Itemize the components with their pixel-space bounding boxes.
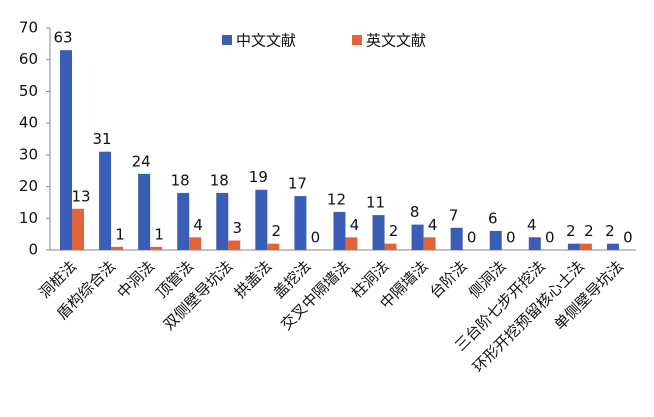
- bar: [606, 243, 619, 250]
- data-label: 4: [527, 216, 537, 234]
- data-label: 11: [366, 194, 385, 212]
- data-label: 8: [410, 203, 420, 221]
- data-label: 6: [488, 209, 498, 227]
- bar: [189, 237, 202, 250]
- x-tick-label: 中洞法: [114, 257, 159, 302]
- bar: [138, 173, 151, 250]
- bar: [216, 192, 229, 250]
- data-label: 2: [389, 222, 399, 240]
- data-label: 0: [545, 229, 555, 247]
- bar: [99, 151, 112, 250]
- bar: [528, 237, 541, 250]
- bar: [384, 243, 397, 250]
- bar: [255, 189, 268, 250]
- data-label: 0: [623, 229, 633, 247]
- data-label: 2: [584, 222, 594, 240]
- data-label: 4: [193, 216, 203, 234]
- data-label: 2: [272, 222, 282, 240]
- y-tick-label: 30: [19, 145, 38, 163]
- legend-label: 中文文献: [236, 32, 296, 50]
- data-label: 1: [154, 225, 164, 243]
- data-label: 4: [428, 216, 438, 234]
- bar: [177, 192, 190, 250]
- y-tick-label: 10: [19, 209, 38, 227]
- data-label: 24: [132, 152, 151, 170]
- bar: [267, 243, 280, 250]
- bar: [489, 230, 502, 250]
- data-label: 31: [93, 130, 112, 148]
- bar: [72, 208, 84, 250]
- x-tick-label: 拱盖法: [231, 257, 276, 302]
- y-tick-label: 70: [19, 19, 38, 37]
- bar: [60, 50, 72, 251]
- data-label: 2: [566, 222, 576, 240]
- data-label: 13: [71, 187, 90, 205]
- data-label: 0: [506, 229, 516, 247]
- legend-swatch: [222, 35, 232, 45]
- y-tick-label: 60: [19, 50, 38, 68]
- data-label: 3: [232, 219, 242, 237]
- legend-swatch: [352, 35, 362, 45]
- data-label: 18: [171, 171, 190, 189]
- y-tick-label: 0: [28, 241, 38, 259]
- y-tick-label: 40: [19, 114, 38, 132]
- bar: [228, 240, 241, 250]
- data-label: 7: [449, 206, 459, 224]
- data-label: 18: [210, 171, 229, 189]
- bar: [372, 215, 385, 250]
- bar: [411, 224, 424, 250]
- y-tick-label: 50: [19, 82, 38, 100]
- bar: [579, 243, 592, 250]
- x-tick-label: 台阶法: [426, 257, 471, 302]
- data-label: 4: [350, 216, 360, 234]
- data-label: 1: [115, 225, 125, 243]
- data-label: 19: [249, 168, 268, 186]
- bar: [111, 246, 124, 250]
- bar: [294, 196, 307, 250]
- bar: [567, 243, 580, 250]
- data-label: 17: [288, 175, 307, 193]
- y-tick-label: 20: [19, 177, 38, 195]
- bar: [450, 227, 463, 250]
- bar: [345, 237, 358, 250]
- legend-label: 英文文献: [366, 32, 426, 50]
- data-label: 63: [53, 29, 72, 47]
- data-label: 0: [467, 229, 477, 247]
- data-label: 2: [605, 222, 615, 240]
- data-label: 12: [327, 190, 346, 208]
- bar: [150, 246, 163, 250]
- bar: [333, 211, 346, 250]
- bar: [423, 237, 436, 250]
- data-label: 0: [311, 229, 321, 247]
